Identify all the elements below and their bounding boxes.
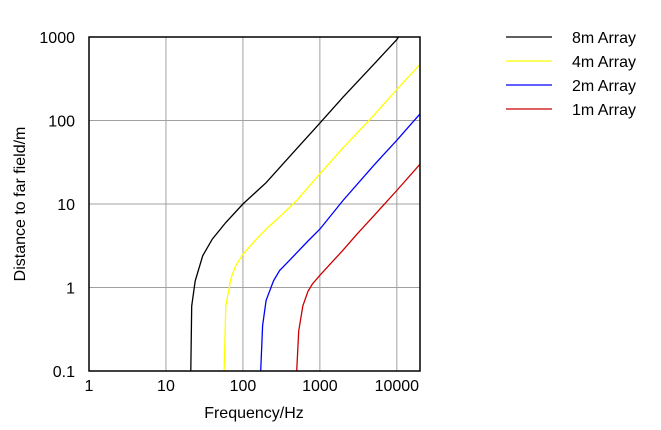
legend: 8m Array 4m Array 2m Array 1m Array bbox=[506, 30, 636, 119]
x-tick-label: 100 bbox=[230, 378, 257, 395]
y-tick-label: 100 bbox=[48, 114, 75, 131]
y-tick-label: 1 bbox=[66, 281, 75, 298]
y-tick-label: 10 bbox=[57, 197, 75, 214]
x-tick-label: 10000 bbox=[375, 378, 420, 395]
x-axis-label: Frequency/Hz bbox=[204, 405, 304, 422]
y-axis-label: Distance to far field/m bbox=[12, 127, 29, 282]
series-line-2 bbox=[223, 63, 421, 372]
y-tick-label: 0.1 bbox=[53, 364, 75, 381]
legend-label-1: 8m Array bbox=[572, 30, 636, 47]
legend-label-4: 1m Array bbox=[572, 102, 636, 119]
x-tick-label: 1000 bbox=[302, 378, 338, 395]
x-tick-label: 1 bbox=[85, 378, 94, 395]
legend-label-2: 4m Array bbox=[572, 54, 636, 71]
y-tick-label: 1000 bbox=[39, 30, 75, 47]
x-tick-labels: 1 10 100 1000 10000 bbox=[85, 378, 420, 395]
series-line-1 bbox=[190, 36, 400, 372]
series-lines bbox=[190, 36, 421, 372]
series-line-4 bbox=[296, 163, 421, 372]
series-line-3 bbox=[260, 113, 421, 372]
grid bbox=[88, 36, 420, 372]
y-tick-labels: 0.1 1 10 100 1000 bbox=[39, 30, 75, 381]
x-tick-label: 10 bbox=[157, 378, 175, 395]
plot-frame bbox=[88, 36, 421, 372]
legend-label-3: 2m Array bbox=[572, 78, 636, 95]
